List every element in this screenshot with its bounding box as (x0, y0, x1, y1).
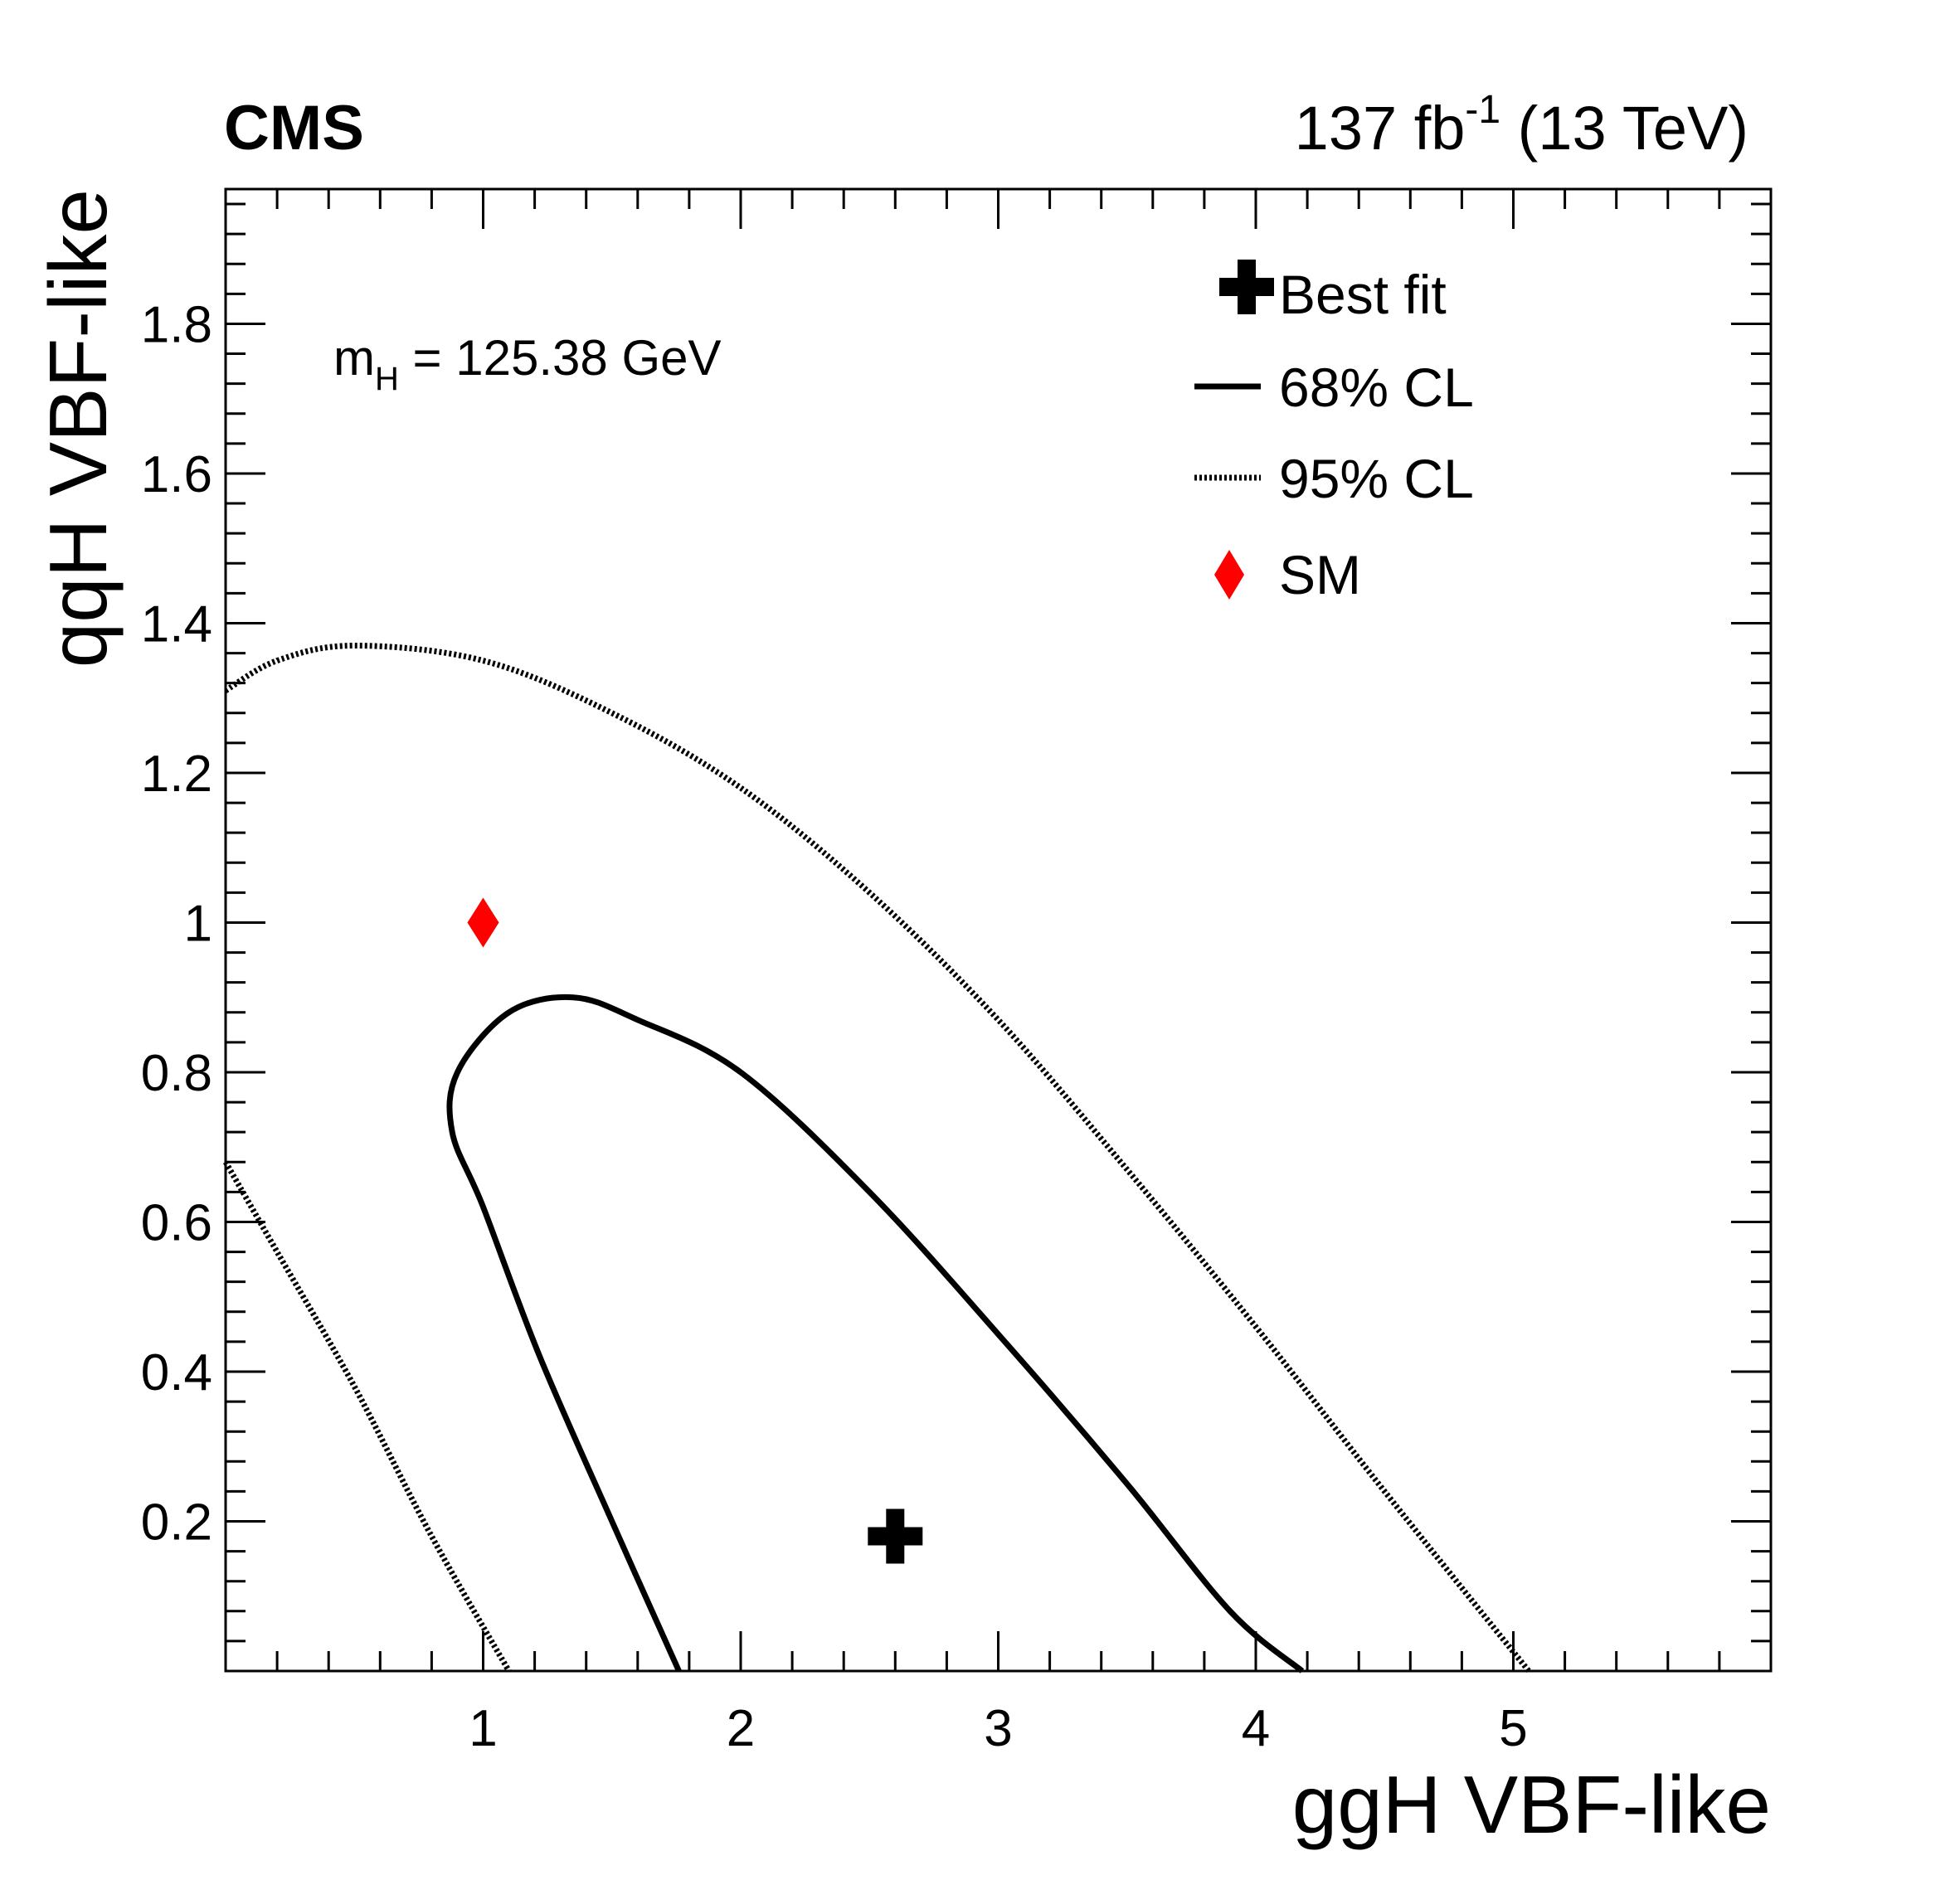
x-tick-label: 4 (1242, 1700, 1270, 1757)
y-tick-label: 0.6 (141, 1194, 212, 1251)
legend-label-cl68: 68% CL (1279, 357, 1474, 418)
cl95-contour-2 (222, 1160, 512, 1673)
luminosity-label: 137 fb-1 (13 TeV) (1295, 88, 1748, 163)
x-tick-label: 5 (1499, 1700, 1527, 1757)
y-tick-label: 0.8 (141, 1045, 212, 1102)
y-tick-label: 1.2 (141, 746, 212, 803)
x-tick-label: 3 (984, 1700, 1012, 1757)
legend: Best fit 68% CL 95% CL SM (1194, 260, 1474, 605)
legend-cross-marker (1219, 260, 1274, 314)
y-tick-label: 1 (184, 895, 212, 952)
y-tick-label: 1.8 (141, 296, 212, 353)
x-tick-label: 2 (727, 1700, 755, 1757)
legend-best-fit: Best fit (1219, 260, 1447, 325)
legend-sm: SM (1214, 544, 1361, 605)
y-axis-title: qqH VBF-like (32, 189, 124, 668)
legend-label-best-fit: Best fit (1279, 264, 1447, 325)
higgs-mass-annotation: mH = 125.38 GeV (333, 330, 722, 397)
x-axis-title: ggH VBF-like (1292, 1759, 1771, 1850)
legend-cl95: 95% CL (1194, 448, 1474, 509)
plot-area (222, 642, 1531, 1674)
legend-label-sm: SM (1279, 544, 1361, 605)
legend-diamond-marker (1214, 550, 1244, 600)
x-tick-label: 1 (469, 1700, 497, 1757)
y-tick-label: 0.2 (141, 1494, 212, 1551)
y-tick-label: 1.6 (141, 446, 212, 503)
legend-label-cl95: 95% CL (1279, 448, 1474, 509)
experiment-label: CMS (224, 93, 364, 163)
y-tick-label: 0.4 (141, 1344, 212, 1401)
y-tick-label: 1.4 (141, 595, 212, 653)
plot-frame (224, 187, 1773, 1673)
cl68-contour (446, 993, 1305, 1674)
cl95-contour-1 (224, 642, 1531, 1674)
best-fit-marker (868, 1508, 923, 1564)
axis-ticks: 1 2 3 4 5 0.2 0.4 0.6 0.8 1 1.2 1.4 1.6 1.8 (141, 189, 1771, 1757)
sm-marker (467, 897, 499, 948)
legend-cl68: 68% CL (1194, 357, 1474, 418)
